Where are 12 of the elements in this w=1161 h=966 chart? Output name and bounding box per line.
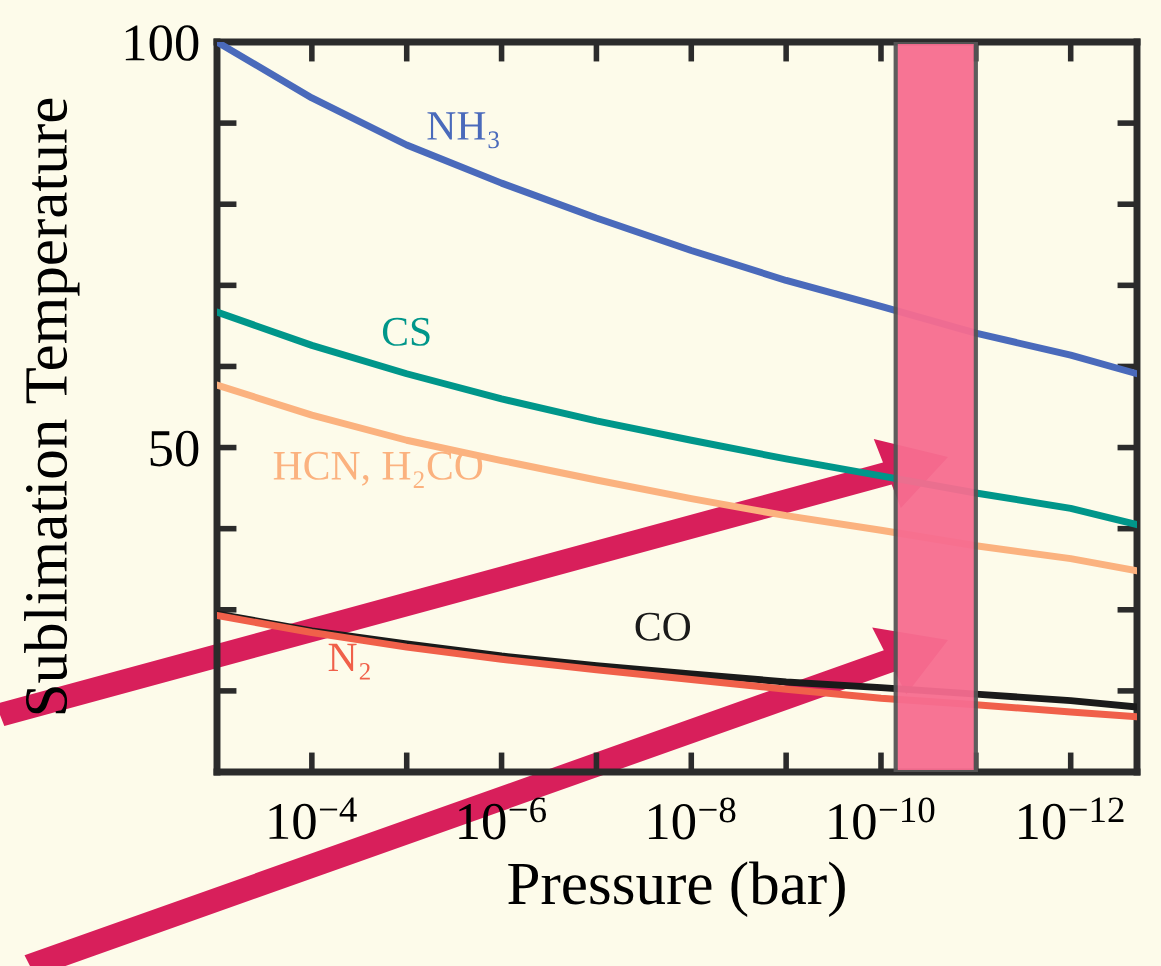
y-tick-label: 50 [150, 430, 199, 467]
y-axis-title: Sublimation Temperature [24, 98, 80, 714]
x-tick-label: 10$^{−4}$ [269, 797, 357, 840]
x-tick-label: 10$^{−8}$ [648, 797, 736, 840]
series-label: NH₃ [427, 112, 499, 149]
series-label: N₂ [328, 643, 370, 680]
x-tick-label: 10$^{−10}$ [829, 797, 935, 840]
y-tick-label: 100 [125, 25, 199, 61]
series-label: CS [382, 317, 430, 346]
x-axis-title: Pressure (bar) [508, 861, 845, 917]
x-tick-label: 10$^{−12}$ [1019, 797, 1124, 840]
series-label: CO [635, 612, 691, 641]
